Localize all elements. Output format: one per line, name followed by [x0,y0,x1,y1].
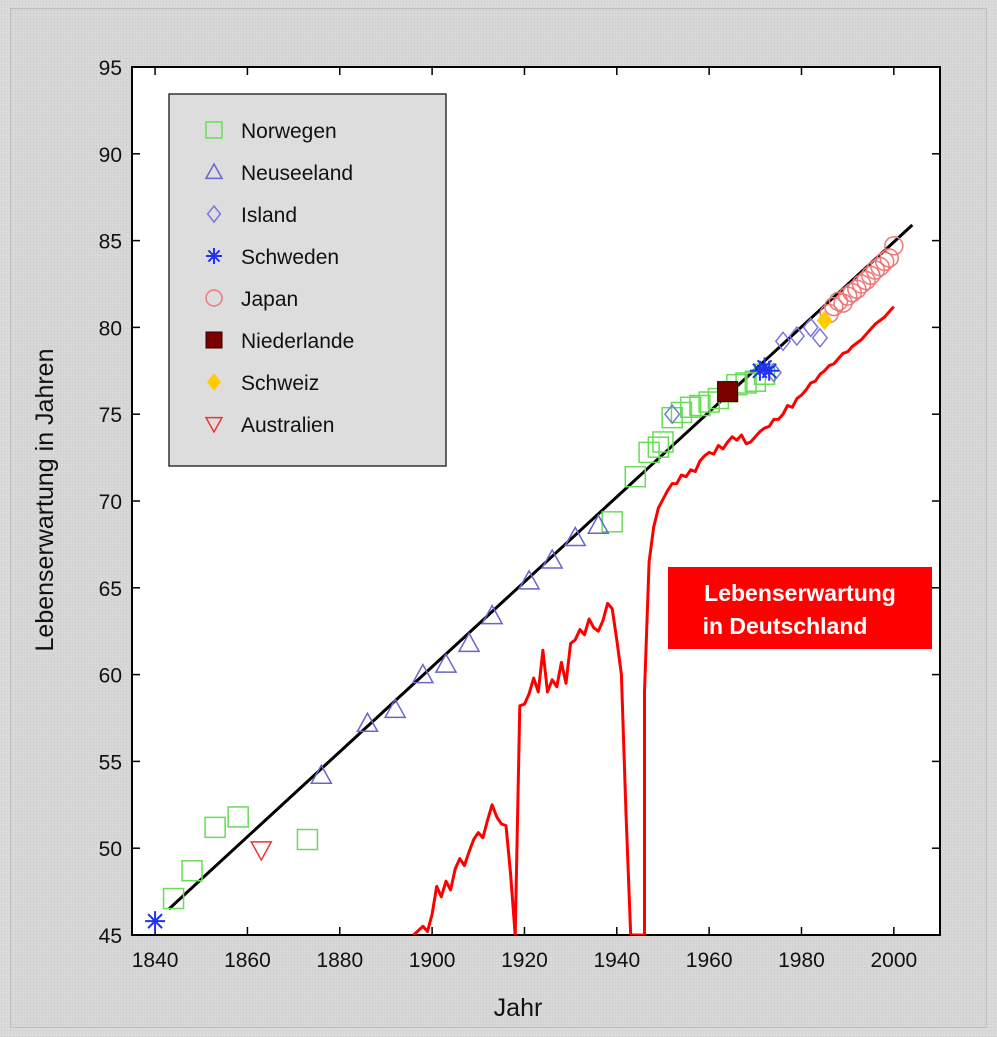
annotation-box [668,567,932,649]
plot-area [131,66,941,936]
x-tick-label: 1980 [778,949,825,972]
legend-box [168,93,447,467]
x-tick-label: 1880 [316,949,363,972]
point-norwegen [162,887,185,910]
y-tick-label: 60 [99,665,122,688]
legend-marker-niederlande [205,331,223,349]
legend-marker-japan [205,289,223,307]
legend-label-norwegen: Norwegen [241,120,337,143]
x-tick-label: 2000 [870,949,917,972]
legend-label-schweiz: Schweiz [241,372,319,395]
legend-label-niederlande: Niederlande [241,330,354,353]
point-norwegen [181,860,203,882]
legend-marker-schweiz [206,373,222,391]
y-tick-label: 95 [99,57,122,80]
point-neuseeland [517,569,541,590]
y-axis-title: Lebenserwartung in Jahren [31,349,59,652]
point-norwegen [670,401,693,424]
point-australien [250,841,273,862]
point-neuseeland [310,763,333,785]
y-tick-label: 85 [99,231,122,254]
point-island [802,317,819,338]
point-island [774,331,792,352]
point-norwegen [204,816,226,839]
y-tick-label: 45 [99,925,122,948]
point-island [788,325,806,347]
legend-marker-australien [204,416,224,434]
point-neuseeland [457,631,481,653]
legend-label-island: Island [241,204,297,227]
point-norwegen [647,436,670,458]
x-axis-title: Jahr [494,994,543,1022]
legend-marker-schweden [206,248,222,264]
y-tick-label: 80 [99,317,122,340]
point-schweden [759,360,780,381]
point-neuseeland [356,711,379,732]
point-neuseeland [563,525,587,547]
point-schweden [145,911,166,932]
annotation-line-1: Lebenserwartung [704,580,896,606]
point-schweiz [816,310,833,331]
point-neuseeland [411,663,435,684]
annotation-line-2: in Deutschland [703,613,868,639]
point-neuseeland [540,548,564,569]
y-tick-label: 75 [99,404,122,427]
x-tick-label: 1960 [686,949,733,972]
x-tick-label: 1840 [132,949,179,972]
point-neuseeland [587,513,610,535]
y-tick-label: 90 [99,144,122,167]
y-tick-label: 65 [99,578,122,601]
point-japan [874,251,895,272]
point-japan [879,248,899,268]
legend-marker-island [206,204,222,224]
point-norwegen [296,828,319,851]
legend-label-schweden: Schweden [241,246,339,269]
deutschland-line [412,305,895,935]
annotation-deutschland: Lebenserwartung in Deutschland [668,567,932,649]
point-neuseeland [480,604,504,625]
point-norwegen [689,394,711,417]
legend-marker-neuseeland [204,162,224,180]
point-norwegen [652,431,674,453]
point-norwegen [624,465,647,488]
point-norwegen [227,806,249,828]
point-island [811,327,829,349]
legend-marker-norwegen [205,121,223,139]
point-norwegen [679,396,702,419]
x-tick-label: 1940 [593,949,640,972]
point-neuseeland [434,652,458,673]
legend-label-japan: Japan [241,288,298,311]
y-tick-label: 50 [99,838,122,861]
point-japan [884,236,904,256]
x-tick-label: 1900 [409,949,456,972]
point-niederlande [717,381,739,403]
legend-label-australien: Australien [241,414,334,437]
x-tick-label: 1860 [224,949,271,972]
y-tick-label: 55 [99,751,122,774]
point-island [664,403,681,425]
x-tick-label: 1920 [501,949,548,972]
y-tick-label: 70 [99,491,122,514]
legend-label-neuseeland: Neuseeland [241,162,353,185]
point-japan [824,296,844,317]
point-neuseeland [383,697,407,719]
legend: Norwegen Neuseeland Island Schweden Japan Nie… [168,93,447,467]
